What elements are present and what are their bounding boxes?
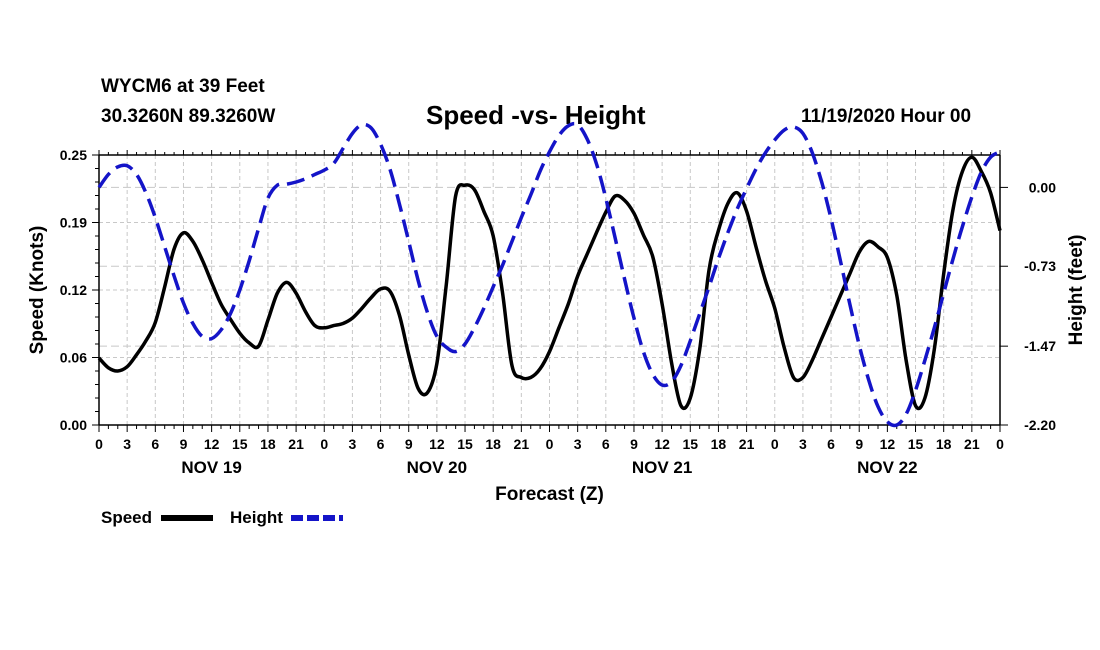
x-day-label: NOV 19 [181, 458, 241, 477]
x-tick-label: 9 [630, 436, 638, 452]
y-axis-label: Speed (Knots) [27, 226, 48, 355]
x-tick-label: 12 [204, 436, 220, 452]
x-axis-label: Forecast (Z) [495, 484, 604, 505]
height-series-line [97, 121, 1001, 428]
x-tick-label: 9 [180, 436, 188, 452]
legend-height-swatch [291, 515, 343, 521]
x-tick-label: 0 [996, 436, 1004, 452]
x-tick-label: 9 [405, 436, 413, 452]
x-tick-label: 9 [855, 436, 863, 452]
y2-tick-label: -2.20 [1024, 417, 1056, 433]
x-tick-label: 0 [546, 436, 554, 452]
legend-speed-label: Speed [101, 508, 153, 527]
y2-tick-label: -1.47 [1024, 338, 1056, 354]
x-tick-label: 15 [232, 436, 248, 452]
x-tick-label: 15 [682, 436, 698, 452]
y2-axis-label: Height (feet) [1066, 235, 1087, 346]
x-tick-label: 12 [880, 436, 896, 452]
speed-series-line [97, 155, 1002, 411]
legend-speed-swatch [161, 515, 213, 521]
x-tick-label: 18 [936, 436, 952, 452]
x-tick-label: 3 [799, 436, 807, 452]
x-tick-label: 0 [95, 436, 103, 452]
x-tick-label: 6 [827, 436, 835, 452]
x-tick-label: 21 [964, 436, 980, 452]
y2-tick-label: 0.00 [1029, 179, 1056, 195]
x-day-label: NOV 21 [632, 458, 692, 477]
x-tick-label: 18 [485, 436, 501, 452]
y-tick-label: 0.19 [60, 215, 87, 231]
x-tick-label: 6 [377, 436, 385, 452]
x-tick-label: 12 [429, 436, 445, 452]
x-tick-label: 6 [151, 436, 159, 452]
x-day-label: NOV 20 [407, 458, 467, 477]
x-day-label: NOV 22 [857, 458, 917, 477]
y2-tick-label: -0.73 [1024, 258, 1056, 274]
x-tick-label: 21 [514, 436, 530, 452]
x-tick-label: 3 [574, 436, 582, 452]
x-tick-label: 21 [739, 436, 755, 452]
y-tick-label: 0.06 [60, 350, 87, 366]
y-tick-label: 0.12 [60, 282, 87, 298]
x-tick-label: 6 [602, 436, 610, 452]
run-time-label: 11/19/2020 Hour 00 [801, 106, 972, 127]
chart-title: Speed -vs- Height [426, 100, 646, 130]
x-tick-label: 15 [908, 436, 924, 452]
station-label: WYCM6 at 39 Feet [101, 76, 265, 97]
x-tick-label: 18 [260, 436, 276, 452]
x-tick-label: 15 [457, 436, 473, 452]
y-tick-label: 0.00 [60, 417, 87, 433]
x-tick-label: 3 [123, 436, 131, 452]
x-tick-label: 21 [288, 436, 304, 452]
y-tick-label: 0.25 [60, 147, 87, 163]
x-tick-label: 12 [654, 436, 670, 452]
x-tick-label: 0 [771, 436, 779, 452]
x-tick-label: 0 [320, 436, 328, 452]
coordinates-label: 30.3260N 89.3260W [101, 106, 276, 127]
x-tick-label: 18 [711, 436, 727, 452]
x-tick-label: 3 [349, 436, 357, 452]
legend-height-label: Height [230, 508, 283, 527]
